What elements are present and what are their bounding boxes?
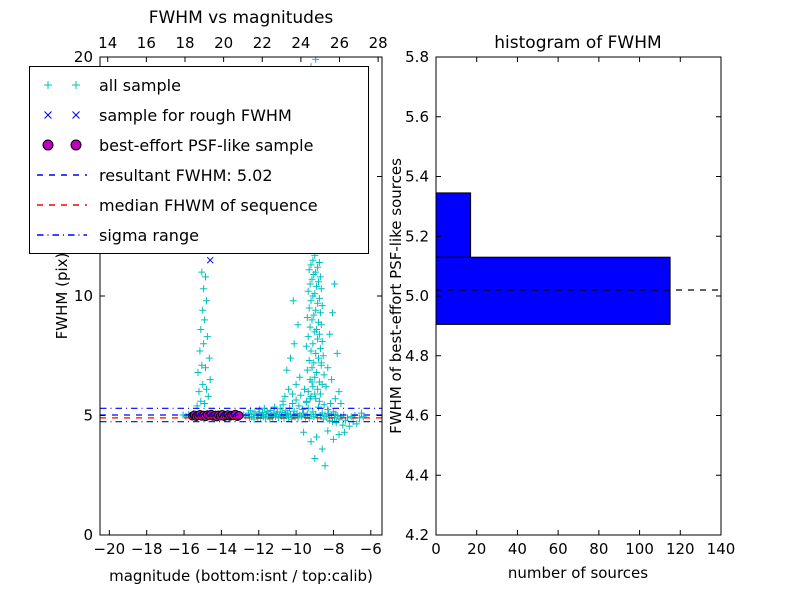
legend-box: all sample sample for rough FWHM best-effo… <box>29 66 369 254</box>
y-tick-label: 5.0 <box>405 287 429 305</box>
histogram-data-layer <box>435 192 721 325</box>
circle-marker-icon <box>70 139 82 151</box>
legend-marker-sample <box>44 81 80 89</box>
x-tick-label: 40 <box>508 540 527 558</box>
legend-label: all sample <box>99 75 181 95</box>
legend-item: sample for rough FWHM <box>34 100 362 130</box>
x-tick-label: 20 <box>467 540 486 558</box>
y-tick-label: 4.4 <box>405 466 429 484</box>
series-0-points <box>179 57 367 470</box>
top-x-tick-label: 28 <box>369 34 388 52</box>
top-x-tick-label: 24 <box>291 34 310 52</box>
y-tick-label: 4.6 <box>405 407 429 425</box>
x-marker-icon <box>72 111 80 119</box>
x-tick-label: 80 <box>589 540 608 558</box>
top-x-tick-label: 20 <box>214 34 233 52</box>
right-plot-ylabel: FWHM of best-effort PSF-like sources <box>387 158 405 434</box>
top-x-tick-label: 22 <box>253 34 272 52</box>
x-tick-label: −6 <box>360 540 382 558</box>
x-tick-label: 0 <box>431 540 441 558</box>
x-tick-label: −8 <box>322 540 344 558</box>
top-x-tick-label: 26 <box>330 34 349 52</box>
y-tick-label: 10 <box>74 287 93 305</box>
x-tick-label: −14 <box>206 540 238 558</box>
legend-label: median FHWM of sequence <box>99 195 318 215</box>
legend-item: median FHWM of sequence <box>34 190 362 220</box>
x-tick-label: 60 <box>549 540 568 558</box>
legend-item: resultant FWHM: 5.02 <box>34 160 362 190</box>
x-tick-label: −20 <box>94 540 126 558</box>
legend-label: best-effort PSF-like sample <box>99 135 314 155</box>
y-tick-label: 0 <box>83 526 93 544</box>
hist-bar <box>435 256 671 325</box>
series-1-points <box>193 256 240 420</box>
plot-frame <box>435 56 722 536</box>
legend-line-sample <box>37 234 87 236</box>
y-tick-label: 4.2 <box>405 526 429 544</box>
x-tick-label: 140 <box>707 540 736 558</box>
legend-label: sample for rough FWHM <box>99 105 292 125</box>
left-plot-ylabel: FWHM (pix) <box>53 253 71 340</box>
x-tick-label: −10 <box>280 540 312 558</box>
y-tick-label: 5.8 <box>405 48 429 66</box>
x-tick-label: −16 <box>168 540 200 558</box>
left-plot-title: FWHM vs magnitudes <box>149 8 334 28</box>
plus-marker-icon <box>72 81 80 89</box>
legend-marker-sample <box>44 111 80 119</box>
y-tick-label: 5.2 <box>405 227 429 245</box>
y-tick-label: 4.8 <box>405 347 429 365</box>
legend-item: sigma range <box>34 220 362 250</box>
plot-frame <box>99 56 383 536</box>
x-marker-icon <box>44 111 52 119</box>
right-plot-title: histogram of FWHM <box>494 33 661 53</box>
legend-label: sigma range <box>99 225 199 245</box>
x-tick-label: −12 <box>243 540 275 558</box>
legend-label: resultant FWHM: 5.02 <box>99 165 273 185</box>
y-tick-label: 20 <box>74 48 93 66</box>
y-tick-label: 5.6 <box>405 108 429 126</box>
top-x-tick-label: 14 <box>98 34 117 52</box>
top-x-tick-label: 16 <box>137 34 156 52</box>
legend-marker-sample <box>42 139 82 151</box>
y-tick-label: 5.4 <box>405 168 429 186</box>
x-tick-label: −18 <box>131 540 163 558</box>
top-x-tick-label: 18 <box>175 34 194 52</box>
legend-line-sample <box>37 204 87 206</box>
circle-marker-icon <box>42 139 54 151</box>
right-plot-xlabel: number of sources <box>508 564 648 582</box>
x-tick-label: 120 <box>666 540 695 558</box>
legend-item: best-effort PSF-like sample <box>34 130 362 160</box>
x-tick-label: 100 <box>625 540 654 558</box>
scatter-layer <box>100 57 382 470</box>
y-tick-label: 5 <box>83 407 93 425</box>
histogram-axes: 0 20 40 60 80 100 120 140 4.2 4.4 4.6 4.8 5.0 5.2 5.4 5… <box>405 48 735 558</box>
left-plot-xlabel: magnitude (bottom:isnt / top:calib) <box>109 567 373 585</box>
legend-line-sample <box>37 174 87 176</box>
legend-item: all sample <box>34 70 362 100</box>
plus-marker-icon <box>44 81 52 89</box>
hist-bar <box>435 192 472 258</box>
fwhm-vs-mag-data-layer <box>100 57 382 470</box>
